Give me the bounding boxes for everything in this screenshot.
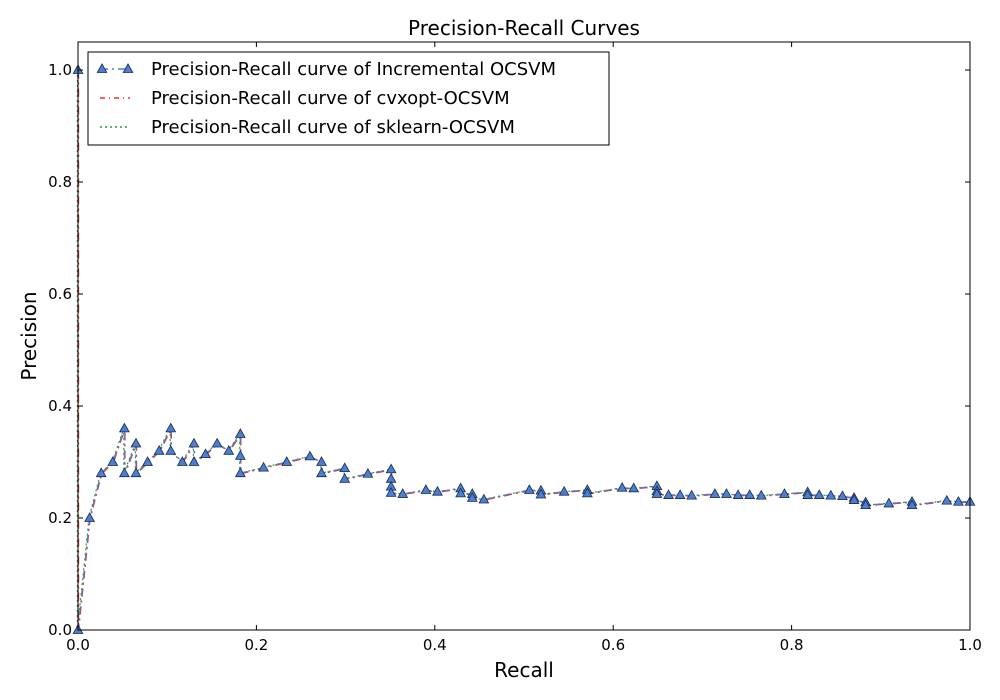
data-point-marker <box>478 493 490 504</box>
data-point-marker <box>813 489 825 499</box>
data-point-marker <box>211 437 223 448</box>
data-point-marker <box>176 456 188 466</box>
data-point-marker <box>188 456 200 466</box>
legend-marker <box>96 63 108 73</box>
data-point-marker <box>84 512 96 522</box>
data-point-marker <box>165 422 177 433</box>
data-point-marker <box>906 499 918 510</box>
data-point-marker <box>558 485 570 496</box>
data-point-marker <box>339 472 351 483</box>
data-point-marker <box>802 489 814 499</box>
data-point-marker <box>721 488 732 498</box>
data-point-marker <box>455 487 467 498</box>
data-point-marker <box>200 448 211 459</box>
x-tick-label: 1.0 <box>958 636 982 654</box>
data-point-marker <box>234 428 246 438</box>
data-point-marker <box>523 484 535 494</box>
data-point-marker <box>234 450 246 460</box>
data-point-marker <box>234 467 246 478</box>
data-point-marker <box>397 488 409 498</box>
data-point-marker <box>581 487 593 498</box>
data-point-marker <box>663 489 674 499</box>
legend-frame <box>87 51 610 146</box>
data-point-marker <box>130 467 142 478</box>
data-point-marker <box>941 494 953 505</box>
data-point-marker <box>744 489 756 499</box>
data-point-marker <box>153 444 165 455</box>
data-point-marker <box>616 481 628 492</box>
data-point-marker <box>130 437 142 448</box>
data-point-marker <box>420 484 432 494</box>
data-point-marker <box>339 462 351 473</box>
legend-marker <box>122 63 134 73</box>
data-point-marker <box>281 456 293 466</box>
data-point-marker <box>165 444 177 455</box>
y-axis-title: Precision <box>17 291 41 380</box>
legend-label-2: Precision-Recall curve of sklearn-OCSVM <box>151 117 515 138</box>
data-point-marker <box>223 444 235 455</box>
data-point-marker <box>952 495 964 506</box>
x-tick-label: 0.6 <box>601 636 625 654</box>
data-point-marker <box>709 488 721 498</box>
legend-label-1: Precision-Recall curve of cvxopt-OCSVM <box>151 88 510 109</box>
y-tick-label: 0.4 <box>48 397 72 415</box>
series-layer <box>72 64 976 634</box>
data-point-marker <box>258 461 269 472</box>
plot-frame <box>77 41 971 631</box>
data-point-marker <box>651 488 663 498</box>
legend-entries: Precision-Recall curve of Incremental OC… <box>96 59 556 138</box>
x-tick-label: 0.4 <box>423 636 447 654</box>
x-tick-label: 0.2 <box>244 636 268 654</box>
data-point-marker <box>362 467 374 478</box>
x-tick-label: 0.0 <box>66 636 90 654</box>
x-axis-title: Recall <box>494 658 554 682</box>
data-point-marker <box>674 489 686 499</box>
data-point-marker <box>732 489 744 499</box>
data-point-marker <box>118 422 130 433</box>
data-point-marker <box>848 494 860 504</box>
data-point-marker <box>118 467 130 478</box>
data-point-marker <box>535 488 547 499</box>
data-point-marker <box>316 467 327 478</box>
data-point-marker <box>432 485 443 496</box>
y-tick-label: 0.2 <box>48 509 72 527</box>
data-point-marker <box>755 489 767 500</box>
data-point-marker <box>95 467 107 478</box>
y-tick-label: 1.0 <box>48 61 72 79</box>
data-point-marker <box>107 456 119 466</box>
data-point-marker <box>779 488 790 498</box>
y-tick-label: 0.6 <box>48 285 72 303</box>
data-point-marker <box>837 490 848 501</box>
data-point-marker <box>304 450 316 461</box>
x-tick-label: 0.8 <box>780 636 804 654</box>
y-tick-label: 0.8 <box>48 173 72 191</box>
data-point-marker <box>628 482 640 493</box>
chart-title: Precision-Recall Curves <box>408 16 640 40</box>
legend-label-0: Precision-Recall curve of Incremental OC… <box>151 59 556 80</box>
data-point-marker <box>825 489 837 500</box>
data-point-marker <box>385 486 397 497</box>
data-point-marker <box>466 492 478 502</box>
data-point-marker <box>860 499 872 510</box>
data-point-marker <box>316 456 327 466</box>
legend: Precision-Recall curve of Incremental OC… <box>87 51 610 146</box>
data-point-marker <box>188 437 200 448</box>
data-point-marker <box>686 489 698 500</box>
data-point-marker <box>142 456 154 466</box>
data-point-marker <box>883 497 895 508</box>
y-tick-label: 0.0 <box>48 621 72 639</box>
data-point-marker <box>385 463 397 474</box>
